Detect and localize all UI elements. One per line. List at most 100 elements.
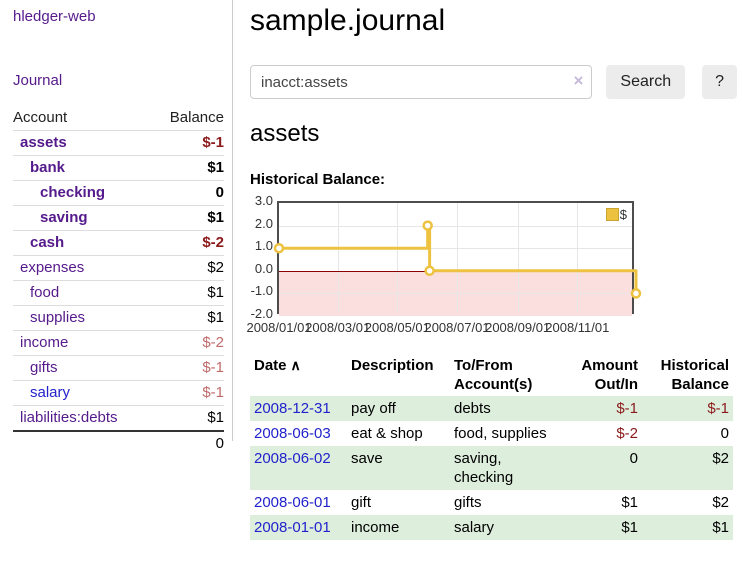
transaction-date-link[interactable]: 2008-06-01 [254, 494, 331, 511]
transaction-amount: $-1 [616, 400, 638, 417]
account-row: gifts $-1 [13, 355, 224, 381]
transaction-description: save [351, 450, 383, 467]
legend-swatch-icon [605, 208, 619, 221]
v-gridline [577, 203, 579, 312]
register-row: 2008-06-03 eat & shop food, supplies $-2 0 [250, 421, 733, 446]
chart-plot-area[interactable]: $ [273, 201, 642, 316]
accounts-total-row: 0 [13, 431, 224, 456]
accounts-header-row: Account Balance [13, 106, 224, 131]
register-header-row: Date ∧ Description To/From Account(s) Amount O… [250, 354, 733, 396]
search-input[interactable] [250, 65, 593, 99]
account-link-supplies[interactable]: supplies [30, 309, 86, 326]
transaction-accounts: gifts [454, 494, 482, 511]
account-row: expenses $2 [13, 255, 224, 281]
account-link-saving[interactable]: saving [40, 209, 88, 226]
account-link-gifts[interactable]: gifts [30, 359, 58, 376]
transaction-balance: $2 [712, 450, 729, 467]
y-axis-tick-label: -1.0 [250, 283, 273, 299]
v-gridline [397, 203, 399, 312]
series-line [279, 224, 638, 294]
sort-asc-icon: ∧ [290, 357, 301, 373]
account-balance: $1 [207, 309, 224, 326]
transaction-description: gift [351, 494, 372, 511]
account-link-food[interactable]: food [30, 284, 60, 301]
data-point[interactable] [424, 265, 435, 277]
h-gridline [279, 248, 632, 250]
help-button[interactable]: ? [702, 65, 737, 99]
x-axis-tick-label: 2008/01/01 [246, 320, 312, 335]
register-row: 2008-12-31 pay off debts $-1 $-1 [250, 396, 733, 421]
y-axis-tick-label: 2.0 [254, 215, 273, 231]
register-header-to-from: To/From Account(s) [454, 357, 533, 393]
x-axis-tick-label: 2008/09/01 [485, 320, 551, 335]
v-gridline [517, 203, 519, 312]
transaction-balance: $-1 [707, 400, 729, 417]
account-balance: $-2 [202, 334, 224, 351]
register-header-amount: Amount Out/In [581, 357, 638, 393]
account-balance: $1 [207, 209, 224, 226]
account-balance: 0 [215, 184, 224, 201]
h-gridline [279, 293, 632, 295]
register-table-body: 2008-12-31 pay off debts $-1 $-1 2008-06-03 ea… [250, 396, 733, 540]
account-balance: $-1 [202, 134, 224, 151]
transaction-accounts: saving, checking [454, 450, 514, 486]
search-button[interactable]: Search [606, 65, 686, 99]
account-row: checking 0 [13, 180, 224, 206]
y-axis-tick-label: 3.0 [254, 193, 273, 208]
transaction-accounts: debts [454, 400, 491, 417]
account-row: liabilities:debts $1 [13, 405, 224, 432]
historical-balance-chart: $ 3.0 2.0 1.0 0.0 -1.0 -2.0 2008/01/01 2008/03/… [246, 193, 737, 339]
x-axis-tick-label: 2008/07/01 [424, 320, 490, 335]
transaction-date-link[interactable]: 2008-01-01 [254, 519, 331, 536]
page-title: sample.journal [250, 4, 446, 37]
register-row: 2008-06-01 gift gifts $1 $2 [250, 490, 733, 515]
transaction-balance: $2 [712, 494, 729, 511]
transaction-date-link[interactable]: 2008-06-02 [254, 450, 331, 467]
account-balance: $-2 [202, 234, 224, 251]
account-link-assets[interactable]: assets [20, 134, 67, 151]
transaction-description: eat & shop [351, 425, 423, 442]
transaction-description: income [351, 519, 400, 536]
register-header-historical: Historical Balance [660, 357, 729, 393]
account-link-expenses[interactable]: expenses [20, 259, 85, 276]
account-balance: $-1 [202, 359, 224, 376]
account-balance: $1 [207, 284, 224, 301]
account-row: supplies $1 [13, 305, 224, 331]
account-row: salary $-1 [13, 380, 224, 406]
account-balance: $1 [207, 159, 224, 176]
transaction-balance: $1 [712, 519, 729, 536]
transaction-amount: $1 [621, 519, 638, 536]
account-row: income $-2 [13, 330, 224, 356]
account-row: food $1 [13, 280, 224, 306]
account-link-liabilities-debts[interactable]: liabilities:debts [20, 409, 118, 426]
chart-title: Historical Balance: [250, 171, 386, 188]
data-point[interactable] [630, 288, 642, 299]
register-header-date[interactable]: Date ∧ [254, 357, 301, 374]
search-form: × Search ? [250, 65, 737, 99]
register-row: 2008-01-01 income salary $1 $1 [250, 515, 733, 540]
transaction-date-link[interactable]: 2008-06-03 [254, 425, 331, 442]
h-gridline [279, 225, 632, 227]
balance-series [273, 220, 642, 299]
transaction-date-link[interactable]: 2008-12-31 [254, 400, 331, 417]
x-axis-tick-label: 2008/05/01 [364, 320, 430, 335]
account-link-cash[interactable]: cash [30, 234, 65, 251]
accounts-header-account: Account [13, 109, 68, 126]
x-axis-tick-label: 2008/03/01 [305, 320, 371, 335]
account-balance: $2 [207, 259, 224, 276]
app-brand-link[interactable]: hledger-web [13, 8, 96, 25]
legend-label: $ [619, 207, 627, 222]
chart-legend: $ [605, 207, 627, 222]
data-point[interactable] [422, 220, 433, 231]
account-link-checking[interactable]: checking [40, 184, 106, 201]
account-link-bank[interactable]: bank [30, 159, 66, 176]
account-link-income[interactable]: income [20, 334, 69, 351]
x-axis-tick-label: 2008/11/01 [545, 320, 610, 335]
sidebar-item-journal[interactable]: Journal [13, 72, 63, 89]
data-point[interactable] [273, 242, 285, 254]
account-row: bank $1 [13, 155, 224, 181]
transaction-balance: 0 [720, 425, 729, 442]
account-link-salary[interactable]: salary [30, 384, 71, 401]
register-header-description: Description [351, 357, 434, 374]
clear-search-icon[interactable]: × [573, 71, 584, 90]
